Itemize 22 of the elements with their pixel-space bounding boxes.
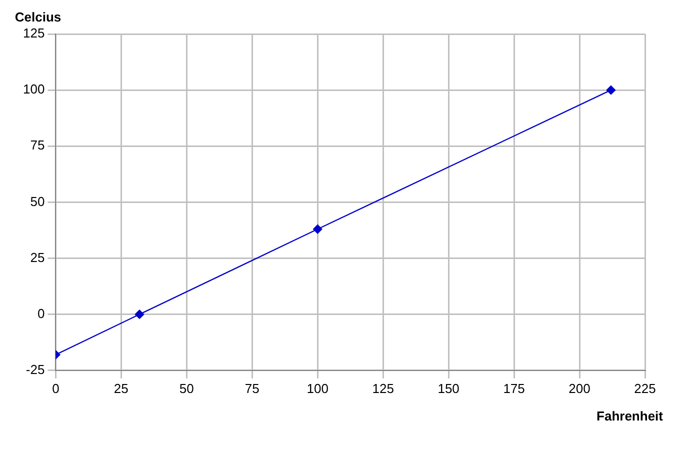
- y-tick-label: 125: [22, 26, 45, 41]
- x-tick-label: 50: [179, 380, 194, 396]
- point: [606, 85, 616, 95]
- x-tick-label: 175: [503, 380, 525, 396]
- y-axis-title: Celcius: [14, 10, 62, 25]
- y-tick-label: 100: [22, 82, 45, 97]
- x-tick-label: 125: [372, 380, 394, 396]
- x-tick-label: 200: [568, 380, 590, 396]
- x-tick-label: 0: [52, 380, 60, 396]
- y-tick-label: 25: [30, 250, 45, 265]
- x-axis-title: Fahrenheit: [596, 408, 664, 424]
- point: [134, 310, 144, 319]
- x-tick-label: 75: [244, 380, 260, 396]
- y-tick-label: 50: [30, 194, 45, 209]
- y-tick-label: 75: [30, 138, 45, 153]
- x-tick-label: 225: [634, 380, 656, 396]
- x-tick-label: 150: [438, 380, 460, 396]
- point: [313, 224, 322, 234]
- y-tick-label: -25: [26, 362, 45, 377]
- x-tick-label: 100: [306, 380, 328, 396]
- x-tick-label: 25: [114, 380, 128, 396]
- y-tick-label: 0: [37, 306, 45, 321]
